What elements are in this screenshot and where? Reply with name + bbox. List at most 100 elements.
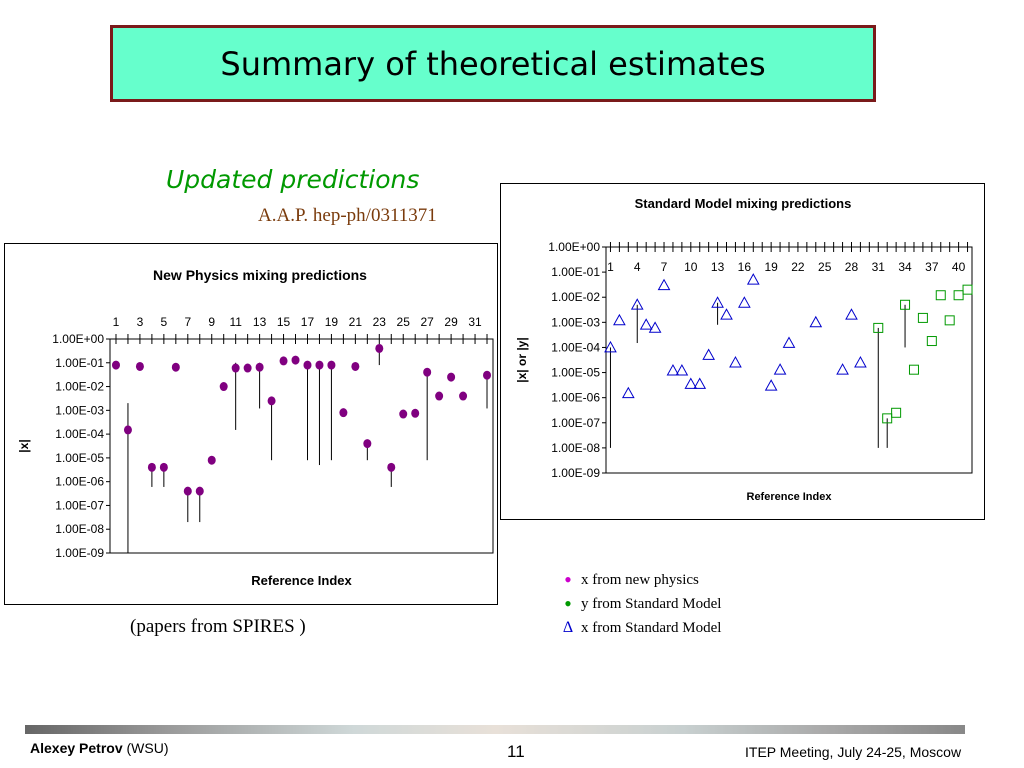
data-point — [648, 321, 662, 333]
legend-item-sm-x: Δ x from Standard Model — [555, 616, 722, 640]
y-tick-label: 1.00E-08 — [551, 441, 600, 455]
data-point — [135, 361, 144, 371]
reference-citation: A.A.P. hep-ph/0311371 — [258, 205, 437, 226]
y-tick-label: 1.00E-06 — [55, 475, 104, 489]
x-tick-label: 31 — [468, 315, 482, 329]
y-tick-label: 1.00E-08 — [55, 522, 104, 536]
x-tick-label: 37 — [925, 260, 939, 274]
y-tick-label: 1.00E+00 — [52, 332, 104, 346]
data-point — [159, 462, 168, 472]
data-point — [729, 356, 742, 368]
x-tick-label: 10 — [684, 260, 698, 274]
data-point — [111, 360, 120, 370]
data-point — [693, 377, 707, 389]
x-tick-label: 5 — [161, 315, 168, 329]
data-point — [666, 364, 680, 376]
data-point — [291, 355, 300, 365]
x-tick-label: 25 — [818, 260, 832, 274]
data-point — [195, 486, 204, 496]
x-tick-label: 25 — [397, 315, 411, 329]
footer-divider-bar — [25, 725, 965, 734]
data-point — [147, 462, 156, 472]
y-tick-label: 1.00E-05 — [551, 366, 600, 380]
chart-frame — [4, 243, 498, 605]
data-point — [845, 308, 858, 320]
new-physics-chart: New Physics mixing predictions 1.00E+00 1.… — [4, 243, 498, 605]
x-tick-label: 22 — [791, 260, 805, 274]
data-point — [782, 336, 796, 348]
legend-item-sm-y: • y from Standard Model — [555, 592, 721, 616]
data-point — [411, 408, 420, 418]
data-point — [657, 278, 671, 291]
chart-title: New Physics mixing predictions — [153, 267, 367, 283]
data-point — [255, 362, 264, 372]
data-point — [711, 296, 724, 308]
data-point — [279, 356, 288, 366]
green-dot-icon: • — [564, 591, 572, 616]
data-point — [243, 363, 252, 373]
data-point — [339, 408, 348, 418]
data-point — [435, 391, 444, 401]
data-point — [873, 322, 884, 333]
x-tick-label: 17 — [301, 315, 315, 329]
papers-note: (papers from SPIRES ) — [130, 616, 306, 637]
data-point — [621, 386, 635, 399]
x-tick-label: 19 — [325, 315, 339, 329]
data-point — [399, 409, 408, 419]
y-tick-label: 1.00E-02 — [55, 380, 104, 394]
y-axis-title: |x| — [17, 439, 31, 452]
chart-frame — [500, 183, 985, 520]
x-tick-label: 4 — [634, 260, 641, 274]
y-tick-label: 1.00E-02 — [551, 290, 600, 304]
data-point — [123, 425, 132, 435]
y-axis-title: |x| or |y| — [515, 337, 529, 382]
x-tick-label: 9 — [208, 315, 215, 329]
footer-event: ITEP Meeting, July 24-25, Moscow — [745, 744, 962, 760]
data-point — [738, 296, 751, 308]
data-point — [882, 413, 893, 424]
data-point — [231, 363, 240, 373]
data-point — [630, 298, 644, 310]
y-tick-label: 1.00E-04 — [551, 340, 600, 354]
x-tick-label: 1 — [607, 260, 614, 274]
author-affiliation: (WSU) — [126, 740, 169, 756]
data-point — [423, 367, 432, 377]
data-point — [267, 396, 276, 406]
standard-model-chart: Standard Model mixing predictions 1.00E+0… — [500, 183, 985, 520]
y-tick-label: 1.00E-06 — [551, 391, 600, 405]
y-tick-label: 1.00E-01 — [55, 356, 104, 370]
data-point — [944, 315, 955, 326]
x-tick-label: 29 — [444, 315, 458, 329]
x-tick-label: 31 — [872, 260, 886, 274]
legend-label: x from new physics — [581, 571, 699, 588]
triangle-icon: Δ — [562, 619, 574, 636]
data-point — [483, 370, 492, 380]
data-point — [447, 372, 456, 382]
x-axis-title: Reference Index — [251, 573, 352, 588]
y-tick-label: 1.00E-01 — [551, 265, 600, 279]
x-tick-label: 27 — [420, 315, 434, 329]
x-tick-label: 13 — [711, 260, 725, 274]
data-point — [746, 273, 760, 285]
y-tick-label: 1.00E-03 — [55, 403, 104, 417]
legend: • x from new physics • y from Standard M… — [555, 567, 722, 640]
data-point — [809, 315, 823, 328]
purple-dot-icon: • — [564, 567, 572, 592]
data-point — [363, 439, 372, 449]
data-point — [459, 391, 468, 401]
x-tick-label: 7 — [661, 260, 668, 274]
y-tick-label: 1.00E-05 — [55, 451, 104, 465]
x-tick-label: 19 — [764, 260, 778, 274]
data-point — [604, 340, 617, 353]
x-axis-title: Reference Index — [747, 491, 833, 503]
data-point — [908, 364, 919, 375]
y-tick-label: 1.00E-04 — [55, 427, 104, 441]
legend-label: x from Standard Model — [581, 619, 722, 636]
data-point — [219, 382, 228, 392]
y-tick-label: 1.00E-07 — [55, 498, 104, 512]
x-tick-label: 21 — [349, 315, 363, 329]
data-point — [327, 360, 336, 370]
y-tick-label: 1.00E-09 — [551, 466, 600, 480]
data-point — [900, 299, 911, 310]
data-point — [171, 362, 180, 372]
